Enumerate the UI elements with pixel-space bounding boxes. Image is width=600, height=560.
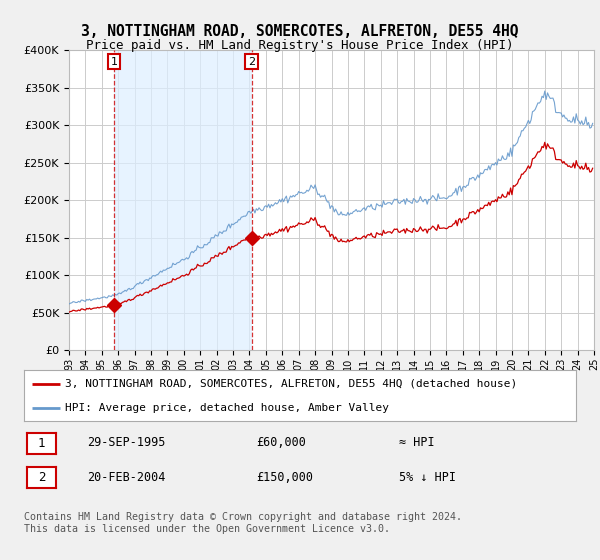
Text: 3, NOTTINGHAM ROAD, SOMERCOTES, ALFRETON, DE55 4HQ (detached house): 3, NOTTINGHAM ROAD, SOMERCOTES, ALFRETON… [65,379,518,389]
Text: £60,000: £60,000 [256,436,306,450]
Text: 2: 2 [248,57,255,67]
Text: 29-SEP-1995: 29-SEP-1995 [88,436,166,450]
Text: 1: 1 [110,57,118,67]
Text: 20-FEB-2004: 20-FEB-2004 [88,470,166,484]
Text: Price paid vs. HM Land Registry's House Price Index (HPI): Price paid vs. HM Land Registry's House … [86,39,514,53]
Text: £150,000: £150,000 [256,470,313,484]
Text: Contains HM Land Registry data © Crown copyright and database right 2024.
This d: Contains HM Land Registry data © Crown c… [24,512,462,534]
Text: ≈ HPI: ≈ HPI [400,436,435,450]
Text: 3, NOTTINGHAM ROAD, SOMERCOTES, ALFRETON, DE55 4HQ: 3, NOTTINGHAM ROAD, SOMERCOTES, ALFRETON… [81,25,519,39]
Text: HPI: Average price, detached house, Amber Valley: HPI: Average price, detached house, Ambe… [65,403,389,413]
Text: 1: 1 [38,437,45,450]
Bar [114,50,251,350]
Text: 5% ↓ HPI: 5% ↓ HPI [400,470,457,484]
Text: 2: 2 [38,471,45,484]
